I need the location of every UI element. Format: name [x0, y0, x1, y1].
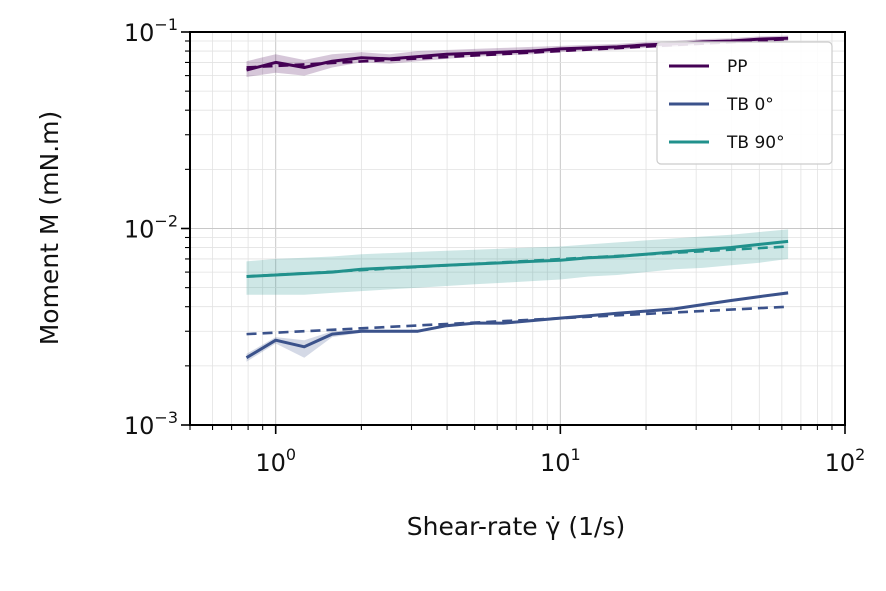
line-tb90 — [246, 239, 789, 278]
legend: PP TB 0° TB 90° — [656, 41, 833, 165]
line-tb0 — [245, 291, 789, 359]
legend-label: TB 90° — [726, 133, 785, 153]
y-tick-label: 10−2 — [124, 212, 178, 244]
axes — [181, 31, 846, 434]
y-tick-label: 10−3 — [124, 408, 178, 440]
x-axis-label: Shear-rate γ̇ (1/s) — [407, 512, 625, 541]
legend-box — [656, 41, 833, 165]
y-axis-label: Moment M (mN.m) — [35, 111, 64, 346]
x-tick-label: 101 — [540, 445, 581, 477]
fit-tb0 — [246, 305, 789, 336]
band-tb0 — [246, 291, 789, 362]
legend-label: PP — [727, 57, 748, 77]
legend-label: TB 0° — [726, 95, 774, 115]
x-tick-label: 100 — [255, 445, 296, 477]
fit-tb90 — [246, 245, 789, 278]
x-tick-label: 102 — [825, 445, 866, 477]
y-tick-label: 10−1 — [124, 15, 178, 47]
tick-labels: 100 101 102 10−3 10−2 10−1 — [124, 15, 866, 477]
